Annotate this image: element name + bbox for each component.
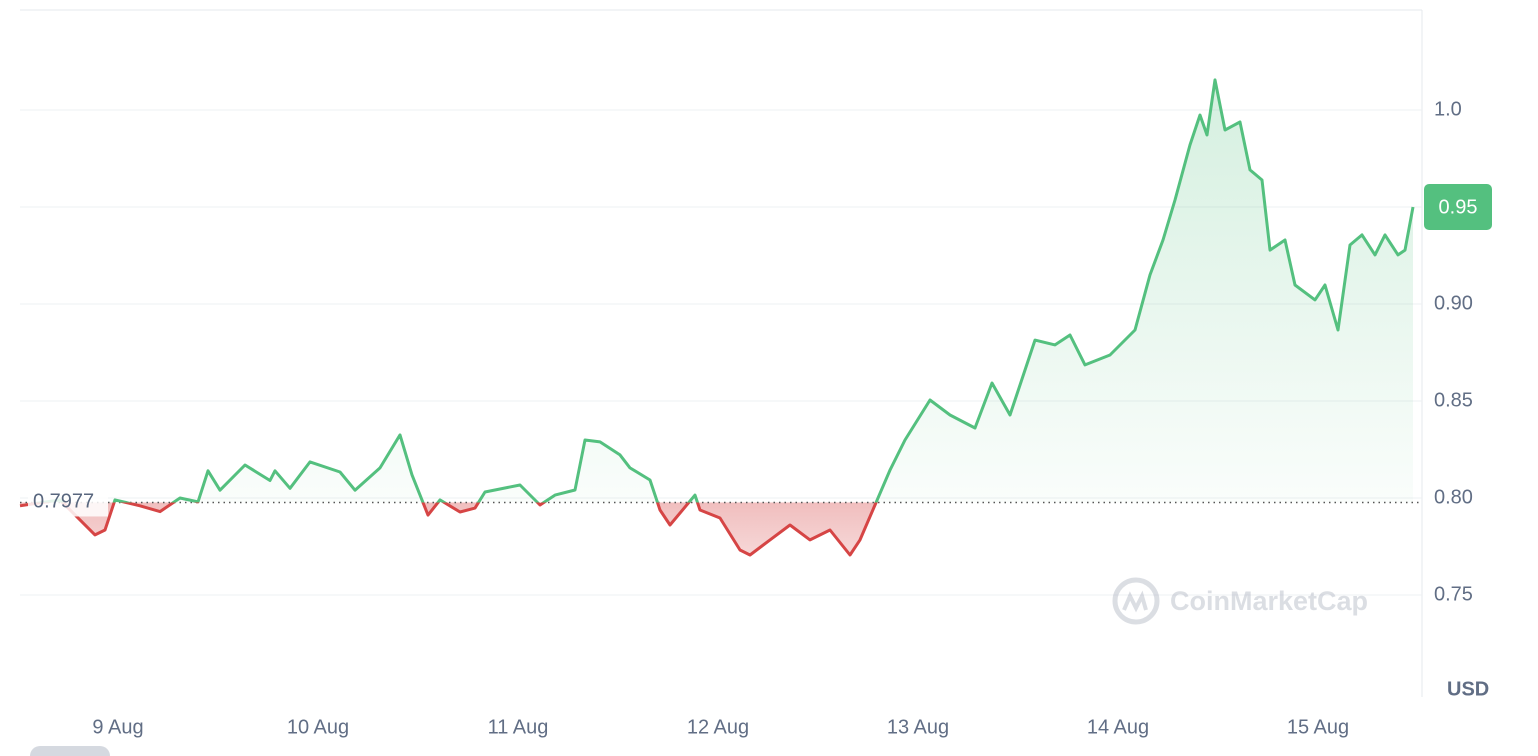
y-tick-label: 0.80 [1434, 486, 1473, 508]
y-tick-label: 0.75 [1434, 583, 1473, 605]
x-tick-label: 14 Aug [1087, 716, 1149, 738]
unit-label: USD [1447, 678, 1489, 700]
x-tick-label: 12 Aug [687, 716, 749, 738]
x-tick-label: 10 Aug [287, 716, 349, 738]
price-line [19, 78, 1415, 557]
baseline-label: 0.7977 [33, 491, 94, 513]
watermark-logo-mark [1122, 590, 1148, 613]
y-tick-label: 1.0 [1434, 98, 1462, 120]
price-area [20, 79, 1413, 556]
watermark-text: CoinMarketCap [1170, 586, 1368, 616]
labels: 0.75 0.80 0.85 0.90 0.95 1.0 9 Aug 10 Aug 11 Aug… [28, 98, 1492, 738]
x-tick-label: 9 Aug [92, 716, 143, 738]
x-tick-label: 15 Aug [1287, 716, 1349, 738]
baseline-label-bg [28, 488, 108, 517]
plot [19, 78, 1422, 557]
current-price-box [1424, 184, 1492, 230]
x-tick-label: 11 Aug [488, 716, 549, 738]
range-toggle[interactable] [30, 746, 110, 756]
y-tick-label: 0.90 [1434, 292, 1473, 314]
y-tick-label: 0.85 [1434, 389, 1473, 411]
current-price-label: 0.95 [1439, 196, 1478, 218]
watermark: CoinMarketCap [1112, 577, 1368, 625]
x-tick-label: 13 Aug [887, 716, 949, 738]
watermark-logo [1112, 577, 1160, 625]
